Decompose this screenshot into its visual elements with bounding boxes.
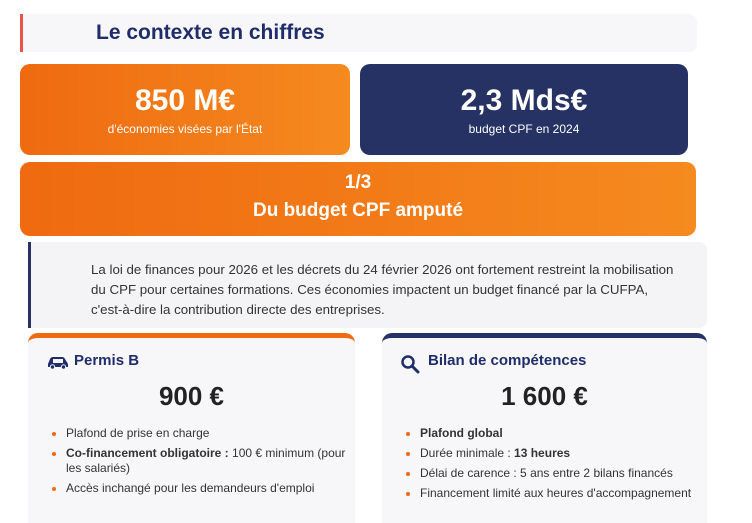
list-item: Délai de carence : 5 ans entre 2 bilans … [420,466,707,481]
text: Accès inchangé pour les demandeurs d'emp… [66,481,315,495]
card-amount: 1 600 € [501,381,588,411]
search-icon [401,355,420,374]
card-list: Plafond de prise en charge Co-financement… [28,426,355,496]
list-item: Co-financement obligatoire : 100 € minim… [66,446,355,476]
text: Plafond de prise en charge [66,426,210,440]
stat-value: 850 M€ [134,84,236,117]
card-amount: 900 € [158,381,225,411]
text: Délai de carence : 5 ans entre 2 bilans … [420,466,673,480]
card-title: Permis B [74,352,140,369]
stat-card: 850 M€ d'économies visées par l'État [20,64,350,155]
paragraph: La loi de finances pour 2026 et les décr… [28,242,707,328]
highlight-value: 1/3 [344,172,372,193]
list-item: Plafond global [420,426,707,441]
text: 100 € minimum (pour les salariés) [66,446,346,475]
text: Financement limité aux heures d'accompag… [420,486,692,500]
bold-text: Plafond global [420,426,503,440]
card-title: Bilan de compétences [428,352,587,369]
bold-text: Co-financement obligatoire : [66,446,229,460]
list-item: Plafond de prise en charge [66,426,355,441]
stat-label: d'économies visées par l'État [107,122,263,136]
highlight: 1/3 Du budget CPF amputé [20,162,696,236]
bold-text: 13 heures [514,446,571,460]
list-item: Durée minimale : 13 heures [420,446,707,461]
card: Bilan de compétences 1 600 € Plafond glo… [382,333,707,523]
card-list: Plafond global Durée minimale : 13 heures… [382,426,707,501]
list-item: Financement limité aux heures d'accompag… [420,486,707,501]
stat-card: 2,3 Mds€ budget CPF en 2024 [360,64,688,155]
list-item: Accès inchangé pour les demandeurs d'emp… [66,481,355,496]
highlight-label: Du budget CPF amputé [252,200,464,221]
car-icon [48,357,68,370]
stat-value: 2,3 Mds€ [460,84,588,117]
card: Permis B 900 € Plafond de prise en charg… [28,333,355,523]
stat-label: budget CPF en 2024 [468,122,580,136]
section-title: Le contexte en chiffres [20,14,697,52]
text: Durée minimale : [420,446,511,460]
